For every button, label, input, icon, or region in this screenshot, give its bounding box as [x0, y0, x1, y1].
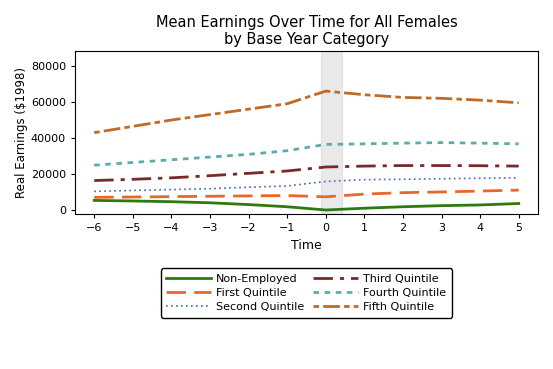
X-axis label: Time: Time — [291, 239, 322, 252]
Y-axis label: Real Earnings ($1998): Real Earnings ($1998) — [15, 67, 28, 198]
Bar — [321, 51, 342, 214]
Legend: Non-Employed, First Quintile, Second Quintile, Third Quintile, Fourth Quintile, : Non-Employed, First Quintile, Second Qui… — [161, 268, 452, 318]
Title: Mean Earnings Over Time for All Females
by Base Year Category: Mean Earnings Over Time for All Females … — [155, 15, 457, 47]
